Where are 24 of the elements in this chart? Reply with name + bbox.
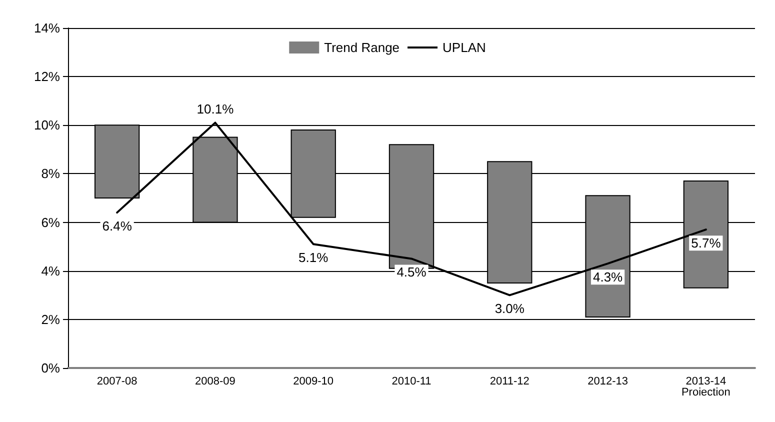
y-tick-label: 8%	[41, 166, 60, 182]
y-tick-label: 12%	[34, 69, 60, 84]
legend-label: Trend Range	[324, 40, 400, 55]
y-tick-label: 14%	[34, 20, 60, 36]
x-tick-label: 2008-09	[195, 376, 236, 388]
y-tick-label: 4%	[41, 263, 60, 278]
x-tick-label: 2010-11	[392, 376, 432, 388]
x-tick-label: 2009-10	[293, 376, 334, 388]
data-label: 6.4%	[102, 218, 132, 234]
x-tick-label: 2011-12	[490, 376, 530, 388]
x-tick-label: 2012-13	[588, 376, 628, 388]
x-tick-label: 2013-14 Proiection	[681, 376, 730, 398]
data-label: 5.7%	[691, 236, 722, 251]
y-tick-label: 0%	[41, 360, 60, 376]
data-label: 10.1%	[196, 102, 234, 117]
data-label: 4.5%	[396, 264, 427, 280]
x-tick-label: 2007-08	[96, 376, 138, 388]
y-tick-label: 6%	[41, 214, 60, 230]
y-tick-label: 10%	[34, 118, 60, 133]
data-label: 5.1%	[298, 250, 329, 266]
legend-label: UPLAN	[442, 40, 486, 55]
data-label: 3.0%	[494, 301, 525, 316]
y-tick-label: 2%	[41, 312, 60, 327]
data-label: 4.3%	[592, 270, 624, 285]
